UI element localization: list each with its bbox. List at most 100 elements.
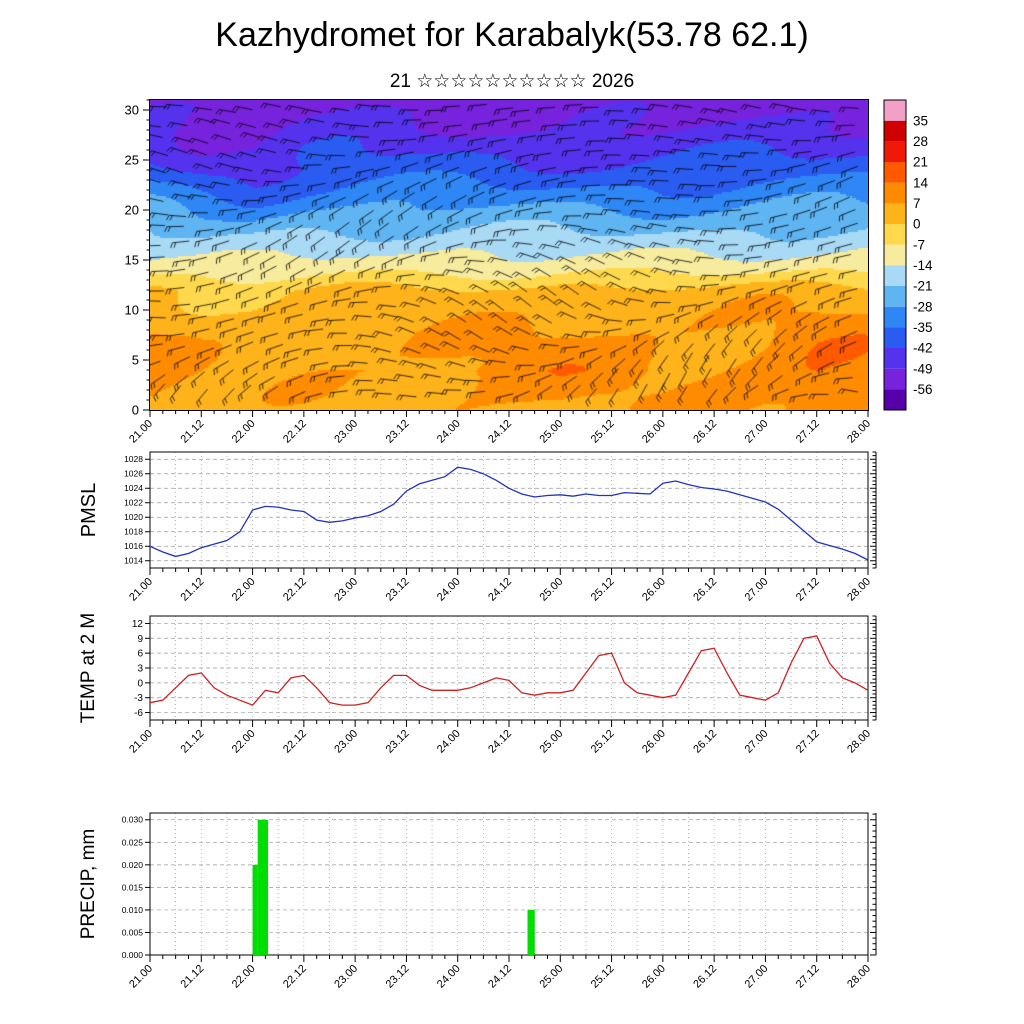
svg-text:0.020: 0.020 [122,860,144,870]
precip-bar [257,819,268,955]
svg-text:0: 0 [137,678,143,689]
cross-section-heatmap-canvas [150,100,868,410]
svg-text:25.00: 25.00 [537,576,565,604]
svg-text:7: 7 [913,196,921,211]
svg-text:-42: -42 [913,341,933,356]
svg-text:24.00: 24.00 [435,728,463,756]
svg-text:1014: 1014 [124,556,143,566]
svg-text:26.00: 26.00 [640,576,668,604]
svg-text:22.12: 22.12 [281,728,309,756]
svg-text:24.00: 24.00 [435,963,463,991]
svg-text:27.00: 27.00 [743,576,771,604]
svg-text:22.00: 22.00 [230,418,258,446]
temp-panel-line [149,635,869,706]
page-subtitle: 21 ☆☆☆☆☆☆☆☆☆☆ 2026 [389,71,635,92]
svg-text:10: 10 [125,303,139,318]
svg-text:-28: -28 [913,299,933,314]
svg-text:21.12: 21.12 [178,576,206,604]
svg-text:27.12: 27.12 [794,963,822,991]
svg-text:23.00: 23.00 [332,728,360,756]
svg-text:28.00: 28.00 [845,418,873,446]
svg-text:24.12: 24.12 [486,576,514,604]
precip-bar [527,909,535,955]
svg-text:-49: -49 [913,361,933,376]
svg-text:26.00: 26.00 [640,418,668,446]
svg-text:-7: -7 [913,237,925,252]
precip-bar [252,864,258,955]
pmsl-panel-line [149,466,869,561]
svg-text:24.12: 24.12 [486,418,514,446]
svg-text:21.00: 21.00 [127,728,155,756]
svg-text:27.00: 27.00 [743,728,771,756]
svg-text:26.12: 26.12 [691,418,719,446]
precip-panel: 0.000 0.005 0.010 0.015 0.020 0.025 0.030 21.00… [122,812,877,991]
svg-text:25.12: 25.12 [589,728,617,756]
svg-text:-21: -21 [913,279,933,294]
svg-text:21.00: 21.00 [127,418,155,446]
svg-text:24.00: 24.00 [435,576,463,604]
svg-text:25.12: 25.12 [589,963,617,991]
svg-text:25.12: 25.12 [589,418,617,446]
temp-axis-label: TEMP at 2 M [78,612,99,724]
svg-text:0: 0 [132,403,139,418]
svg-text:23.12: 23.12 [384,418,412,446]
svg-text:-35: -35 [913,320,933,335]
svg-text:21.00: 21.00 [127,576,155,604]
svg-text:26.12: 26.12 [691,576,719,604]
svg-text:23.00: 23.00 [332,576,360,604]
svg-text:21.12: 21.12 [178,418,206,446]
pmsl-panel: 1014 1016 1018 1020 1022 1024 1026 1028 21.00 21.… [124,451,877,604]
svg-text:0.010: 0.010 [122,905,144,915]
svg-text:15: 15 [125,253,139,268]
svg-text:1024: 1024 [124,483,143,493]
svg-text:5: 5 [132,353,139,368]
svg-text:27.12: 27.12 [794,418,822,446]
svg-text:27.00: 27.00 [743,963,771,991]
svg-text:1016: 1016 [124,541,143,551]
svg-text:1028: 1028 [124,454,143,464]
svg-text:23.00: 23.00 [332,963,360,991]
pmsl-axis-label: PMSL [78,482,100,538]
svg-text:25: 25 [125,153,139,168]
svg-text:26.00: 26.00 [640,963,668,991]
svg-text:0.025: 0.025 [122,837,144,847]
svg-text:28: 28 [913,134,928,149]
svg-text:24.00: 24.00 [435,418,463,446]
svg-text:9: 9 [137,634,143,645]
svg-text:0: 0 [913,217,921,232]
svg-text:3: 3 [137,664,143,675]
svg-text:-6: -6 [134,708,143,719]
svg-text:21.00: 21.00 [127,963,155,991]
svg-text:21.12: 21.12 [178,963,206,991]
svg-text:-56: -56 [913,382,933,397]
svg-text:20: 20 [125,203,139,218]
svg-text:24.12: 24.12 [486,728,514,756]
svg-text:28.00: 28.00 [845,728,873,756]
svg-text:25.00: 25.00 [537,963,565,991]
svg-text:22.00: 22.00 [230,576,258,604]
svg-text:26.12: 26.12 [691,728,719,756]
svg-text:28.00: 28.00 [845,963,873,991]
svg-text:27.12: 27.12 [794,576,822,604]
svg-text:25.12: 25.12 [589,576,617,604]
svg-text:24.12: 24.12 [486,963,514,991]
svg-text:25.00: 25.00 [537,418,565,446]
svg-text:12: 12 [132,619,144,630]
svg-text:1018: 1018 [124,527,143,537]
svg-text:22.12: 22.12 [281,418,309,446]
svg-text:6: 6 [137,649,143,660]
page-title: Kazhydromet for Karabalyk(53.78 62.1) [215,16,809,54]
temp-panel: -6 -3 0 3 6 9 12 21.00 21.12 22.00 22.12 23.00 23.12… [127,615,877,756]
svg-text:25.00: 25.00 [537,728,565,756]
svg-text:23.12: 23.12 [384,728,412,756]
svg-text:22.12: 22.12 [281,576,309,604]
colorbar: 35 28 21 14 7 0 -7 -14 -21 -28 -35 -42 -49 -56 [883,99,933,411]
svg-text:26.12: 26.12 [691,963,719,991]
svg-text:0.030: 0.030 [122,815,144,825]
svg-text:23.12: 23.12 [384,576,412,604]
svg-text:-3: -3 [134,693,143,704]
svg-text:27.00: 27.00 [743,418,771,446]
svg-text:27.12: 27.12 [794,728,822,756]
svg-text:0.005: 0.005 [122,927,144,937]
